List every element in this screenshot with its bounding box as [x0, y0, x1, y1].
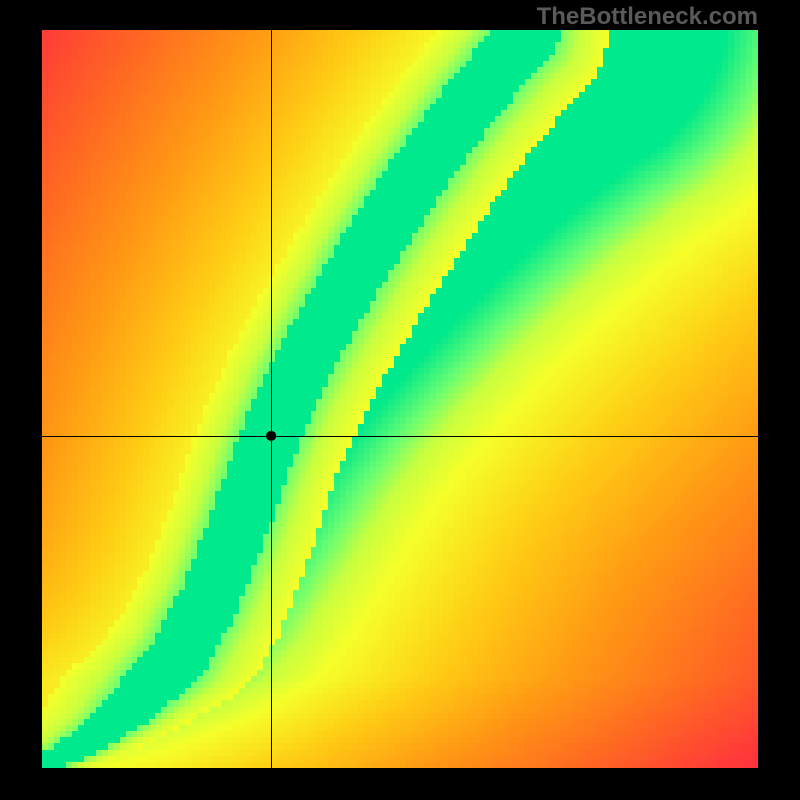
watermark-text: TheBottleneck.com: [537, 3, 758, 31]
bottleneck-heatmap: [42, 30, 758, 768]
chart-container: TheBottleneck.com: [0, 0, 800, 800]
